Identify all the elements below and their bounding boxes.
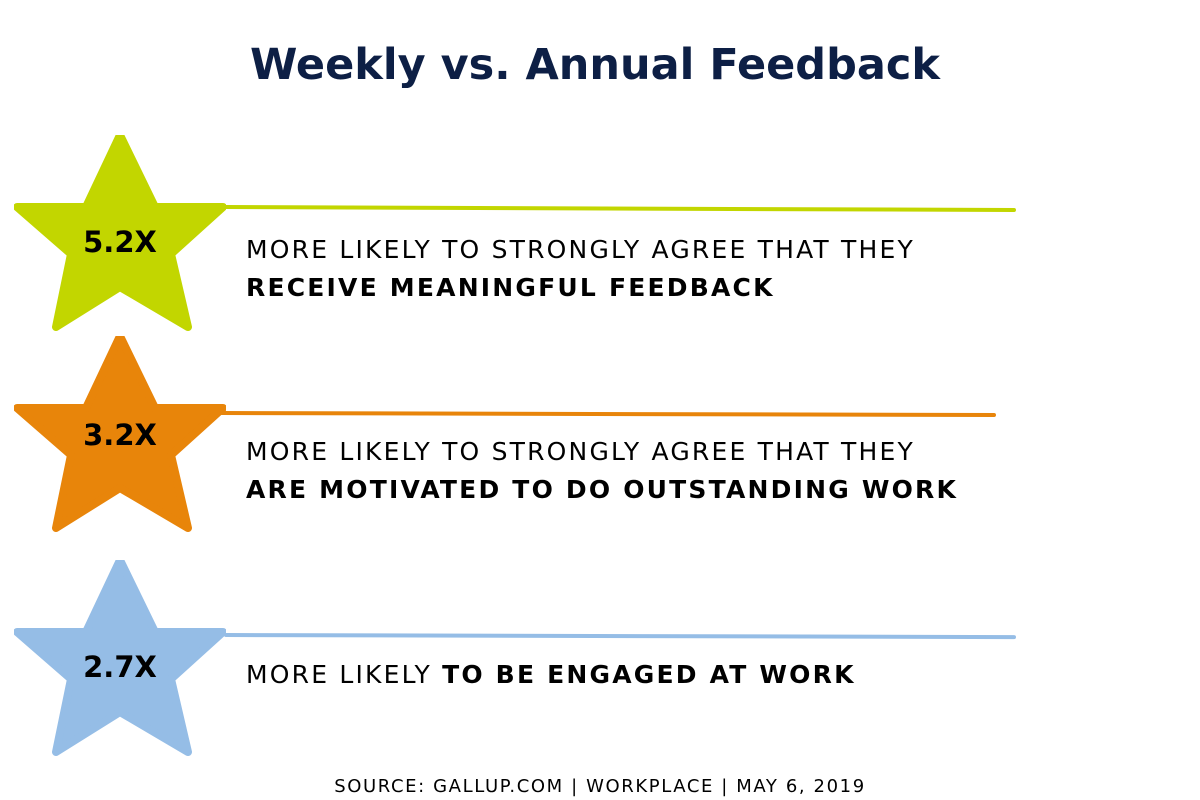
divider-line xyxy=(219,411,997,418)
stat-line-2: RECEIVE MEANINGFUL FEEDBACK xyxy=(246,269,915,307)
stat-row-2: 3.2X MORE LIKELY TO STRONGLY AGREE THAT … xyxy=(0,336,1200,536)
stat-line-2-bold: TO BE ENGAGED AT WORK xyxy=(442,660,856,689)
divider-line xyxy=(223,633,1017,640)
stat-row-1: 5.2X MORE LIKELY TO STRONGLY AGREE THAT … xyxy=(0,135,1200,335)
star-polygon xyxy=(14,135,226,331)
stat-line-2: MORE LIKELY TO BE ENGAGED AT WORK xyxy=(246,656,856,694)
stat-description: MORE LIKELY TO BE ENGAGED AT WORK xyxy=(246,656,856,694)
star-icon xyxy=(14,135,226,335)
star-polygon xyxy=(14,336,226,532)
stat-line-2-regular: MORE LIKELY xyxy=(246,660,443,689)
star-shape-3 xyxy=(14,560,226,756)
stat-line-2-bold: RECEIVE MEANINGFUL FEEDBACK xyxy=(246,273,775,302)
stat-line-2-bold: ARE MOTIVATED TO DO OUTSTANDING WORK xyxy=(246,475,959,504)
stat-line-2: ARE MOTIVATED TO DO OUTSTANDING WORK xyxy=(246,471,958,509)
multiplier-value: 5.2X xyxy=(83,225,157,259)
stat-line-1: MORE LIKELY TO STRONGLY AGREE THAT THEY xyxy=(246,235,915,264)
source-note: SOURCE: GALLUP.COM | WORKPLACE | MAY 6, … xyxy=(334,776,866,797)
star-shape-1 xyxy=(14,135,226,331)
page-title: Weekly vs. Annual Feedback xyxy=(250,40,940,90)
stat-row-3: 2.7X MORE LIKELY TO BE ENGAGED AT WORK xyxy=(0,560,1200,760)
star-icon xyxy=(14,560,226,760)
star-polygon xyxy=(14,560,226,756)
stat-description: MORE LIKELY TO STRONGLY AGREE THAT THEY … xyxy=(246,433,958,509)
multiplier-value: 2.7X xyxy=(83,650,157,684)
star-shape-2 xyxy=(14,336,226,532)
multiplier-value: 3.2X xyxy=(83,418,157,452)
star-icon xyxy=(14,336,226,536)
stat-line-1: MORE LIKELY TO STRONGLY AGREE THAT THEY xyxy=(246,437,915,466)
stat-description: MORE LIKELY TO STRONGLY AGREE THAT THEY … xyxy=(246,231,915,307)
divider-line xyxy=(223,205,1017,213)
